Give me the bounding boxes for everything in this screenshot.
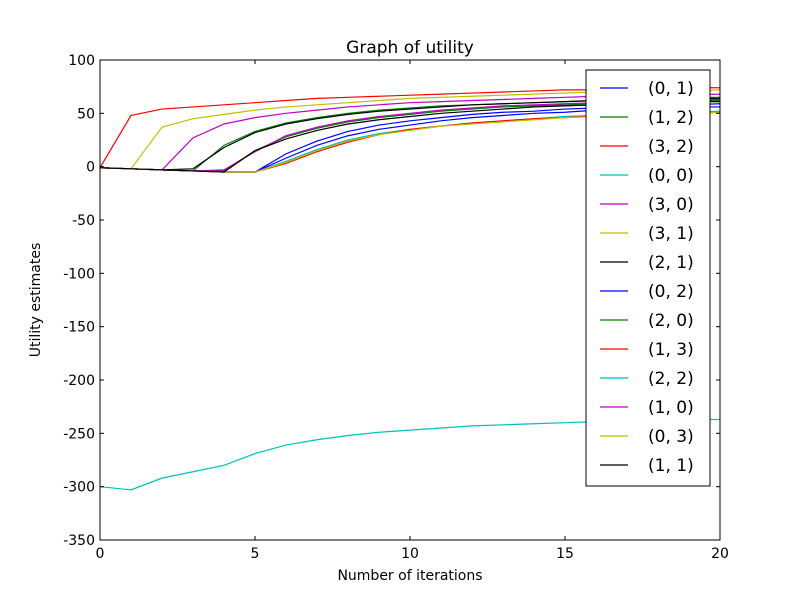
legend-label-8: (2, 0) [648,311,694,331]
legend-label-13: (1, 1) [648,456,694,476]
x-tick-label-4: 20 [711,546,729,562]
legend-label-10: (2, 2) [648,369,694,389]
chart-title: Graph of utility [346,38,474,58]
y-tick-label-1: 50 [77,106,95,122]
legend-label-0: (0, 1) [648,79,694,99]
legend-label-2: (3, 2) [648,137,694,157]
y-tick-label-5: -150 [63,320,95,336]
y-tick-label-8: -300 [63,480,95,496]
legend-label-6: (2, 1) [648,253,694,273]
legend-label-5: (3, 1) [648,224,694,244]
legend-label-9: (1, 3) [648,340,694,360]
y-tick-label-3: -50 [72,213,95,229]
x-tick-label-2: 10 [401,546,419,562]
y-tick-label-2: 0 [86,160,95,176]
y-tick-label-4: -100 [63,266,95,282]
legend-label-11: (1, 0) [648,398,694,418]
legend-label-12: (0, 3) [648,427,694,447]
tick-layer: 0 5 10 15 20 100 50 0 -50 -100 -150 -200 -250 -300 -35… [63,53,729,562]
legend-label-7: (0, 2) [648,282,694,302]
legend-label-4: (3, 0) [648,195,694,215]
x-tick-label-1: 5 [251,546,260,562]
y-axis-title: Utility estimates [28,243,44,358]
y-tick-label-6: -200 [63,373,95,389]
y-tick-label-7: -250 [63,426,95,442]
x-axis-title: Number of iterations [337,568,482,584]
x-tick-label-3: 15 [556,546,574,562]
x-tick-label-0: 0 [96,546,105,562]
legend-label-1: (1, 2) [648,108,694,128]
y-tick-label-9: -350 [63,533,95,549]
legend-box [585,69,711,487]
legend-label-3: (0, 0) [648,166,694,186]
y-tick-label-0: 100 [68,53,95,69]
legend: (0, 1) (1, 2) (3, 2) (0, 0) (3, 0) (3, 1) (2, … [585,69,711,487]
